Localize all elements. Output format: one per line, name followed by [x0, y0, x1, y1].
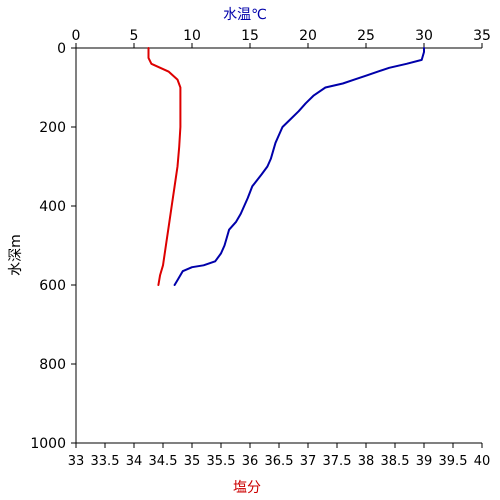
bottom-axis-tick-label: 34 — [126, 454, 143, 469]
bottom-axis-tick-label: 37 — [300, 454, 317, 469]
top-axis-tick-label: 20 — [299, 28, 317, 44]
bottom-axis-label: 塩分 — [233, 480, 261, 496]
y-axis-tick-label: 200 — [39, 120, 66, 136]
bottom-axis-tick-label: 39.5 — [439, 454, 468, 469]
bottom-axis-tick-label: 35 — [184, 454, 201, 469]
bottom-axis-tick-label: 33 — [68, 454, 85, 469]
y-axis-label: 水深m — [8, 234, 24, 276]
top-axis-tick-label: 0 — [72, 28, 81, 44]
bottom-axis-tick-label: 38.5 — [381, 454, 410, 469]
top-axis-label: 水温℃ — [223, 7, 267, 23]
bottom-axis-tick-label: 40 — [474, 454, 491, 469]
bottom-axis-tick-label: 34.5 — [149, 454, 178, 469]
bottom-axis-tick-label: 33.5 — [91, 454, 120, 469]
y-axis-tick-label: 400 — [39, 199, 66, 215]
bottom-axis-tick-label: 36.5 — [265, 454, 294, 469]
top-axis-tick-label: 15 — [241, 28, 259, 44]
salinity-profile-line — [147, 47, 182, 286]
top-axis-tick-label: 30 — [415, 28, 433, 44]
bottom-axis-tick-label: 37.5 — [323, 454, 352, 469]
temperature-profile-line — [173, 47, 425, 286]
y-axis-tick-label: 1000 — [30, 436, 66, 452]
bottom-axis-tick-label: 39 — [416, 454, 433, 469]
y-axis-tick-label: 800 — [39, 357, 66, 373]
bottom-axis-tick-label: 35.5 — [207, 454, 236, 469]
y-axis-tick-label: 600 — [39, 278, 66, 294]
top-axis-tick-label: 10 — [183, 28, 201, 44]
top-axis-tick-label: 25 — [357, 28, 375, 44]
bottom-axis-tick-label: 36 — [242, 454, 259, 469]
plot-area: 0 5 10 15 20 25 30 35 33 33.5 34 34.5 35 35.5 36 36.5 37… — [30, 28, 491, 469]
top-axis-tick-label: 5 — [130, 28, 139, 44]
top-axis-tick-label: 35 — [473, 28, 491, 44]
bottom-axis-tick-label: 38 — [358, 454, 375, 469]
y-axis-tick-label: 0 — [57, 41, 66, 57]
